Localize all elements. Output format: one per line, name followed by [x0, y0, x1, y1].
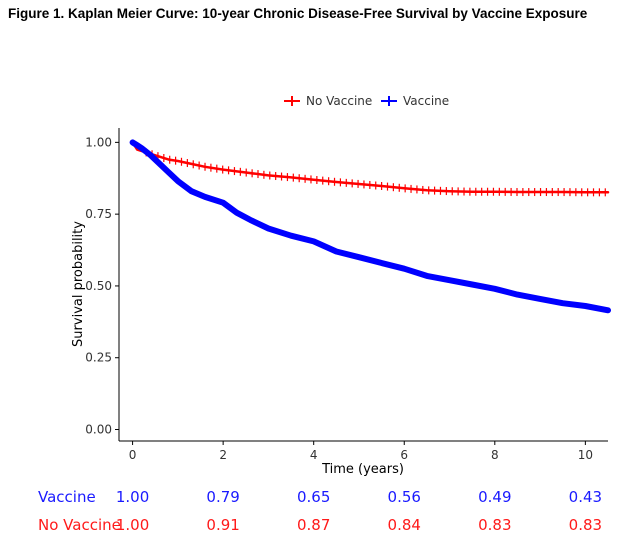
- risk-value-no-vaccine: 1.00: [115, 516, 150, 534]
- x-tick-label: 4: [310, 448, 318, 462]
- ticks: 0 2 4 6 8 10 0.00 0.25 0.50 0.75 1.00: [85, 135, 593, 462]
- risk-value-vaccine: 0.79: [206, 488, 240, 506]
- x-tick-label: 8: [491, 448, 499, 462]
- legend: No Vaccine Vaccine: [284, 94, 449, 108]
- risk-value-vaccine: 1.00: [115, 488, 150, 506]
- x-tick-label: 10: [578, 448, 593, 462]
- x-axis-title: Time (years): [321, 462, 404, 477]
- risk-value-vaccine: 0.65: [296, 488, 331, 506]
- y-tick-label: 0.50: [85, 279, 112, 293]
- axes: [118, 128, 608, 442]
- risk-value-vaccine: 0.49: [478, 488, 512, 506]
- figure-title: Figure 1. Kaplan Meier Curve: 10-year Ch…: [8, 6, 588, 21]
- series-layer: [129, 139, 611, 314]
- x-tick-label: 6: [400, 448, 408, 462]
- x-tick-label: 2: [219, 448, 227, 462]
- risk-row-label-vaccine: Vaccine: [38, 488, 96, 506]
- risk-value-no-vaccine: 0.83: [568, 516, 603, 534]
- y-tick-label: 1.00: [85, 135, 112, 149]
- risk-value-vaccine: 0.43: [568, 488, 603, 506]
- x-tick-label: 0: [129, 448, 137, 462]
- y-axis-title: Survival probability: [71, 221, 86, 347]
- risk-value-no-vaccine: 0.91: [206, 516, 240, 534]
- risk-value-no-vaccine: 0.83: [478, 516, 512, 534]
- no-vaccine-curve: [131, 141, 610, 194]
- vaccine-curve: [129, 139, 611, 314]
- y-tick-label: 0.25: [85, 351, 112, 365]
- legend-no-vaccine-label: No Vaccine: [306, 94, 372, 108]
- legend-vaccine-label: Vaccine: [403, 94, 449, 108]
- risk-row-label-no-vaccine: No Vaccine: [38, 516, 121, 534]
- y-tick-label: 0.75: [85, 207, 112, 221]
- no-vaccine-censor-marks: [145, 148, 606, 197]
- risk-value-vaccine: 0.56: [387, 488, 421, 506]
- risk-value-no-vaccine: 0.84: [387, 516, 421, 534]
- y-tick-label: 0.00: [85, 423, 112, 437]
- risk-value-no-vaccine: 0.87: [296, 516, 331, 534]
